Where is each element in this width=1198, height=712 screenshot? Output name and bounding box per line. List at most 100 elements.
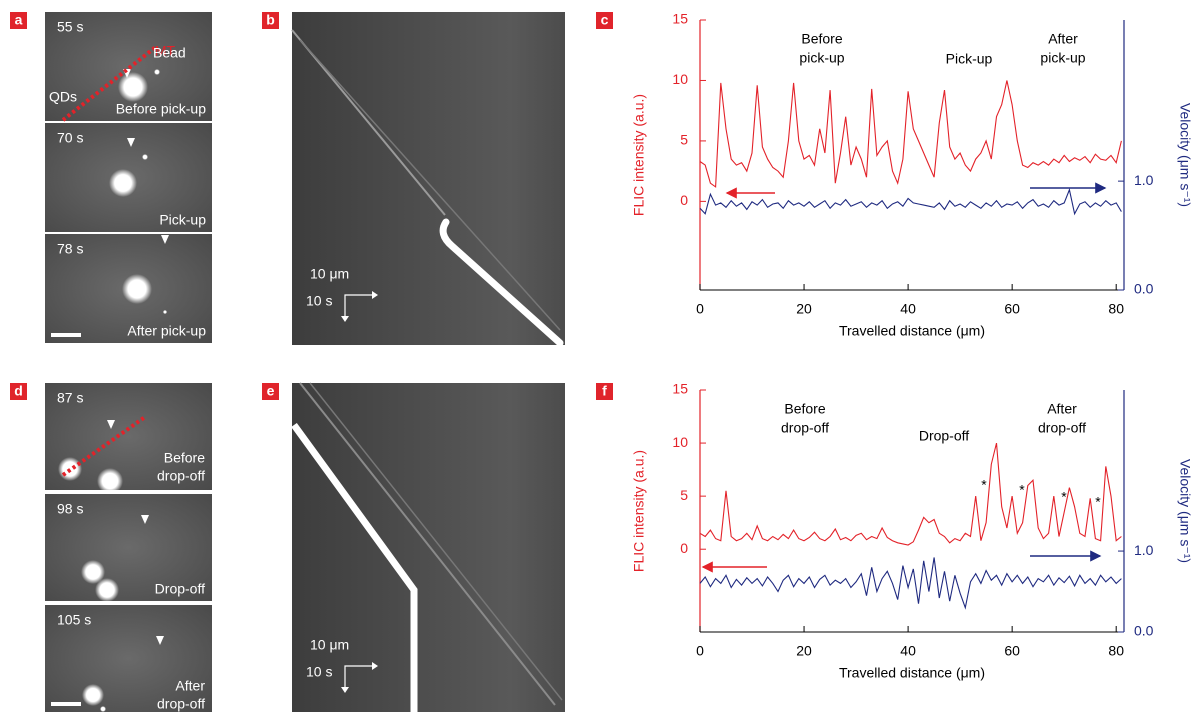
micrograph-note: Pick-up	[159, 212, 206, 228]
microtubule	[61, 44, 159, 122]
bead	[100, 706, 106, 712]
micrograph-note: Before pick-up	[116, 101, 206, 117]
x-tick-label: 20	[796, 643, 812, 659]
y-tick-label: 10	[672, 434, 688, 450]
panel-label: e	[267, 383, 275, 399]
time-label: 87 s	[57, 390, 83, 406]
y2-tick-label: 0.0	[1134, 623, 1154, 639]
panel-label-box	[262, 383, 279, 400]
x-tick-label: 60	[1004, 643, 1020, 659]
pointer	[107, 420, 115, 429]
bead	[109, 169, 137, 197]
panel-label-box	[10, 12, 27, 29]
y2-tick-label: 1.0	[1134, 172, 1154, 188]
y2-axis-label: Velocity (μm s⁻¹)	[1177, 459, 1193, 563]
annotation: Pick-up	[946, 51, 993, 67]
annotation: drop-off	[781, 420, 829, 436]
track	[291, 29, 446, 216]
x-tick-label: 20	[796, 301, 812, 317]
time-label: 78 s	[57, 241, 83, 257]
series-line	[699, 80, 1122, 188]
panel-label: a	[15, 12, 23, 28]
micrograph-note: drop-off	[157, 696, 205, 712]
bead	[118, 72, 148, 102]
bead-track	[439, 218, 564, 347]
y2-tick-label: 1.0	[1134, 542, 1154, 558]
micrograph	[45, 605, 212, 712]
panel-label: c	[601, 12, 609, 28]
time-label: 55 s	[57, 19, 83, 35]
x-tick-label: 40	[900, 301, 916, 317]
pointer	[156, 636, 164, 645]
micrograph-note: QDs	[49, 89, 77, 105]
bead	[122, 274, 152, 304]
series-line	[699, 442, 1122, 546]
x-tick-label: 0	[696, 643, 704, 659]
track	[299, 382, 556, 706]
x-axis-label: Travelled distance (μm)	[839, 323, 985, 339]
series-line	[699, 187, 1122, 216]
time-label: 70 s	[57, 130, 83, 146]
bead	[142, 154, 148, 160]
micrograph-note: MT	[155, 43, 176, 59]
scale-distance: 10 μm	[310, 637, 349, 653]
arrowhead	[341, 662, 378, 693]
peak-marker: *	[981, 477, 987, 493]
y-tick-label: 5	[680, 132, 688, 148]
x-tick-label: 80	[1108, 643, 1124, 659]
bead	[82, 684, 104, 706]
micrograph-note: Bead	[153, 45, 186, 61]
time-label: 98 s	[57, 501, 83, 517]
track	[299, 39, 561, 331]
bead	[58, 457, 82, 481]
x-tick-label: 60	[1004, 301, 1020, 317]
panel-label: b	[266, 12, 275, 28]
bead-track	[291, 422, 418, 712]
micrograph-note: After pick-up	[127, 323, 206, 339]
x-tick-label: 80	[1108, 301, 1124, 317]
y-axis-label: FLIC intensity (a.u.)	[631, 94, 647, 216]
annotation: drop-off	[1038, 420, 1086, 436]
pointer	[127, 138, 135, 147]
micrograph-note: Drop-off	[155, 581, 205, 597]
annotation: After	[1048, 31, 1078, 47]
micrograph-note: drop-off	[157, 468, 205, 484]
y-tick-label: 5	[680, 487, 688, 503]
annotation: Before	[801, 31, 842, 47]
microtubule	[61, 415, 147, 477]
micrograph-note: After	[175, 678, 205, 694]
x-tick-label: 40	[900, 643, 916, 659]
bead	[81, 560, 105, 584]
peak-marker: *	[1061, 489, 1067, 505]
bead	[163, 310, 167, 314]
time-label: 105 s	[57, 612, 91, 628]
scale-distance: 10 μm	[310, 266, 349, 282]
x-axis-label: Travelled distance (μm)	[839, 665, 985, 681]
panel-label-box	[596, 12, 613, 29]
annotation: pick-up	[1040, 50, 1085, 66]
series-line	[699, 557, 1122, 610]
y-tick-label: 15	[672, 11, 688, 27]
bead	[154, 69, 160, 75]
y2-tick-label: 0.0	[1134, 281, 1154, 297]
arrowhead	[341, 291, 378, 322]
scale-arrows	[344, 665, 372, 689]
bead	[95, 578, 119, 602]
annotation: Drop-off	[919, 428, 969, 444]
pointer	[161, 235, 169, 244]
micrograph	[45, 494, 212, 601]
annotation: Before	[784, 401, 825, 417]
x-tick-label: 0	[696, 301, 704, 317]
micrograph-note: Before	[164, 450, 205, 466]
peak-marker: *	[1019, 482, 1025, 498]
scale-arrows	[344, 294, 372, 318]
annotation: pick-up	[799, 50, 844, 66]
scale-time: 10 s	[306, 664, 332, 680]
panel-label-box	[10, 383, 27, 400]
y-tick-label: 0	[680, 192, 688, 208]
y2-axis-label: Velocity (μm s⁻¹)	[1177, 103, 1193, 207]
panel-label-box	[596, 383, 613, 400]
y-tick-label: 0	[680, 540, 688, 556]
kymograph	[292, 12, 565, 345]
